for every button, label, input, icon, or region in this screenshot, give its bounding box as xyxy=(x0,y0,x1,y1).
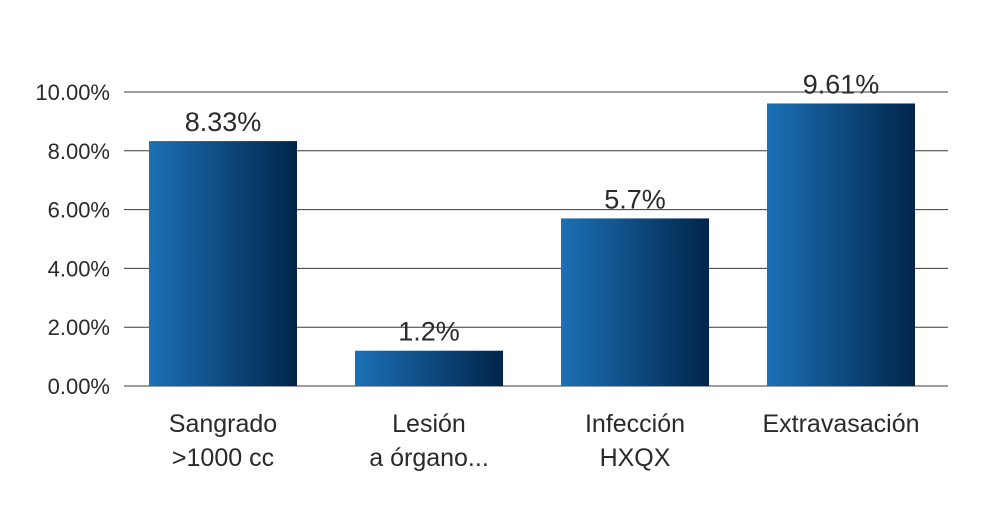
category-label-line: >1000 cc xyxy=(172,444,274,472)
data-labels: 8.33% 1.2% 5.7% 9.61% xyxy=(185,69,880,346)
bar xyxy=(561,218,709,386)
bar xyxy=(767,103,915,386)
category-label-line: HXQX xyxy=(600,444,671,472)
bar-value-label: 9.61% xyxy=(803,69,880,99)
category-label-line: a órgano... xyxy=(369,444,489,472)
y-tick-label: 8.00% xyxy=(48,139,110,164)
bar-value-label: 1.2% xyxy=(398,317,460,347)
bar xyxy=(149,141,297,386)
category-label-line: Sangrado xyxy=(169,410,277,438)
y-tick-label: 4.00% xyxy=(48,256,110,281)
category-label-line: Infección xyxy=(585,410,685,438)
bars xyxy=(149,103,915,386)
category-label-line: Lesión xyxy=(392,410,466,438)
y-tick-label: 0.00% xyxy=(48,374,110,399)
bar-value-label: 5.7% xyxy=(604,184,666,214)
x-axis-category-labels: Sangrado >1000 cc Lesión a órgano... Infecci… xyxy=(169,410,920,472)
y-tick-label: 6.00% xyxy=(48,198,110,223)
category-label: Infección HXQX xyxy=(585,410,685,472)
category-label: Extravasación xyxy=(762,410,919,438)
y-axis-tick-labels: 0.00% 2.00% 4.00% 6.00% 8.00% 10.00% xyxy=(35,80,110,399)
category-label: Lesión a órgano... xyxy=(369,410,489,472)
y-tick-label: 2.00% xyxy=(48,315,110,340)
category-label-line: Extravasación xyxy=(762,410,919,438)
category-label: Sangrado >1000 cc xyxy=(169,410,277,472)
bar-value-label: 8.33% xyxy=(185,107,262,137)
bar xyxy=(355,350,503,386)
y-tick-label: 10.00% xyxy=(35,80,110,105)
